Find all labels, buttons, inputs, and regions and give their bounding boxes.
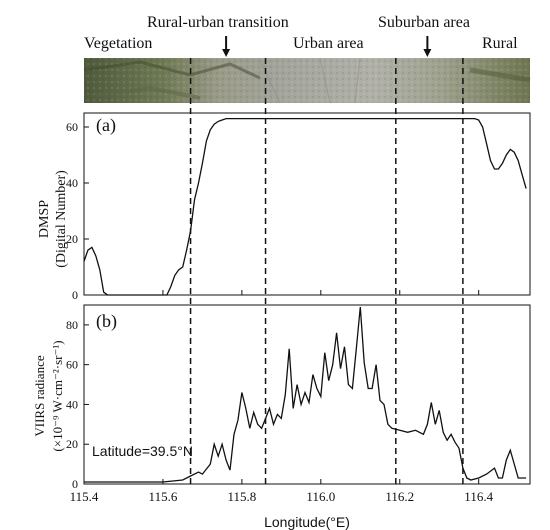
label-rural-urban-transition: Rural-urban transition (147, 14, 289, 31)
panel-b-viirs: (b) Latitude=39.5°N VIIRS radiance (×10⁻… (32, 304, 531, 530)
satellite-imagery-strip (83, 57, 531, 104)
panel-b-ylabel-line1: VIIRS radiance (32, 355, 47, 436)
panel-a-frame (83, 112, 531, 296)
panel-a-ylabel-line1: DMSP (37, 200, 52, 238)
panel-a-ytick-label: 20 (66, 232, 78, 246)
panel-b-ytick-label: 60 (66, 358, 78, 372)
panel-a-ylabel-line2: (Digital Number) (54, 170, 69, 268)
panel-a-ytick-label: 0 (72, 288, 78, 302)
xtick-label: 115.8 (227, 489, 256, 504)
region-arrows (222, 36, 432, 57)
label-urban-area: Urban area (293, 35, 364, 52)
panel-a-ytick-label: 60 (66, 120, 78, 134)
panel-b-frame (83, 304, 531, 485)
panel-a-ytick-label: 40 (66, 176, 78, 190)
panel-b-ylabel: VIIRS radiance (×10⁻⁹ W·cm⁻²·sr⁻¹) (32, 340, 65, 451)
label-rural: Rural (482, 35, 518, 52)
label-vegetation: Vegetation (84, 35, 152, 52)
region-dividers (189, 58, 464, 484)
panel-b-ylabel-line2: (×10⁻⁹ W·cm⁻²·sr⁻¹) (50, 340, 65, 451)
panel-a-label: (a) (96, 115, 116, 136)
panel-b-ytick-label: 40 (66, 397, 78, 411)
xtick-label: 116.0 (306, 489, 335, 504)
xtick-label: 115.4 (70, 489, 99, 504)
label-suburban-area: Suburban area (378, 14, 470, 31)
xtick-label: 115.6 (149, 489, 178, 504)
down-arrow-head (222, 49, 231, 57)
panel-b-ytick-label: 20 (66, 437, 78, 451)
panel-b-series-line (84, 306, 527, 483)
panel-a-dmsp: (a) DMSP (Digital Number) 0 20 40 60 (37, 112, 531, 302)
down-arrow-head (423, 49, 432, 57)
latitude-annotation: Latitude=39.5°N (92, 443, 193, 459)
panel-b-ytick-label: 0 (72, 477, 78, 491)
panel-a-ylabel: DMSP (Digital Number) (37, 170, 69, 268)
panel-a-series-line (83, 117, 527, 296)
xtick-label: 116.4 (464, 489, 493, 504)
panel-b-label: (b) (96, 311, 117, 332)
panel-b-ytick-label: 80 (66, 318, 78, 332)
xtick-label: 116.2 (385, 489, 414, 504)
x-axis-label: Longitude(°E) (264, 514, 350, 530)
